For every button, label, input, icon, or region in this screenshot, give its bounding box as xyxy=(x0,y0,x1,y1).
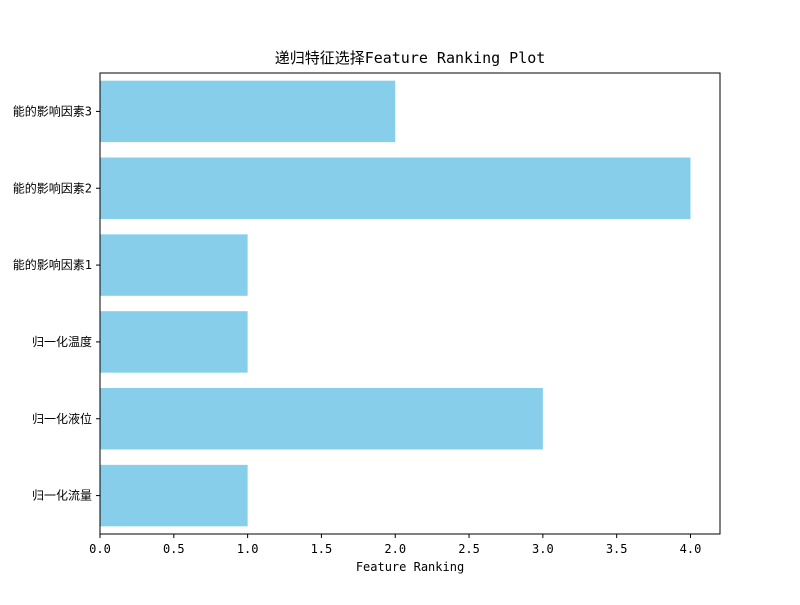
x-tick-label: 0.0 xyxy=(89,542,111,556)
chart-title: 递归特征选择Feature Ranking Plot xyxy=(275,49,546,67)
x-tick-label: 2.5 xyxy=(458,542,480,556)
bars-group xyxy=(100,80,691,527)
y-tick-label: 归一化流量 xyxy=(32,489,92,503)
y-tick-label: 能的影响因素2 xyxy=(13,180,92,195)
y-axis-ticks: 归一化流量 归一化液位 归一化温度 能的影响因素1 能的影响因素2 能的影响因素3 xyxy=(13,103,100,503)
bar xyxy=(100,80,396,143)
x-tick-label: 3.5 xyxy=(606,542,628,556)
bar xyxy=(100,157,691,219)
y-tick-label: 能的影响因素1 xyxy=(13,257,92,272)
x-tick-label: 4.0 xyxy=(680,542,702,556)
y-tick-label: 能的影响因素3 xyxy=(13,103,92,118)
bar xyxy=(100,311,248,373)
x-tick-label: 3.0 xyxy=(532,542,554,556)
bar xyxy=(100,388,543,450)
bar xyxy=(100,234,248,296)
y-tick-label: 归一化液位 xyxy=(32,411,92,426)
y-tick-label: 归一化温度 xyxy=(32,334,92,349)
x-axis-ticks: 0.0 0.5 1.0 1.5 2.0 2.5 3.0 3.5 4.0 xyxy=(89,534,701,556)
x-axis-label: Feature Ranking xyxy=(356,560,464,574)
bar xyxy=(100,464,248,527)
x-tick-label: 1.0 xyxy=(237,542,259,556)
x-tick-label: 2.0 xyxy=(384,542,406,556)
plot-frame xyxy=(99,72,721,535)
x-tick-label: 0.5 xyxy=(163,542,185,556)
x-tick-label: 1.5 xyxy=(311,542,333,556)
